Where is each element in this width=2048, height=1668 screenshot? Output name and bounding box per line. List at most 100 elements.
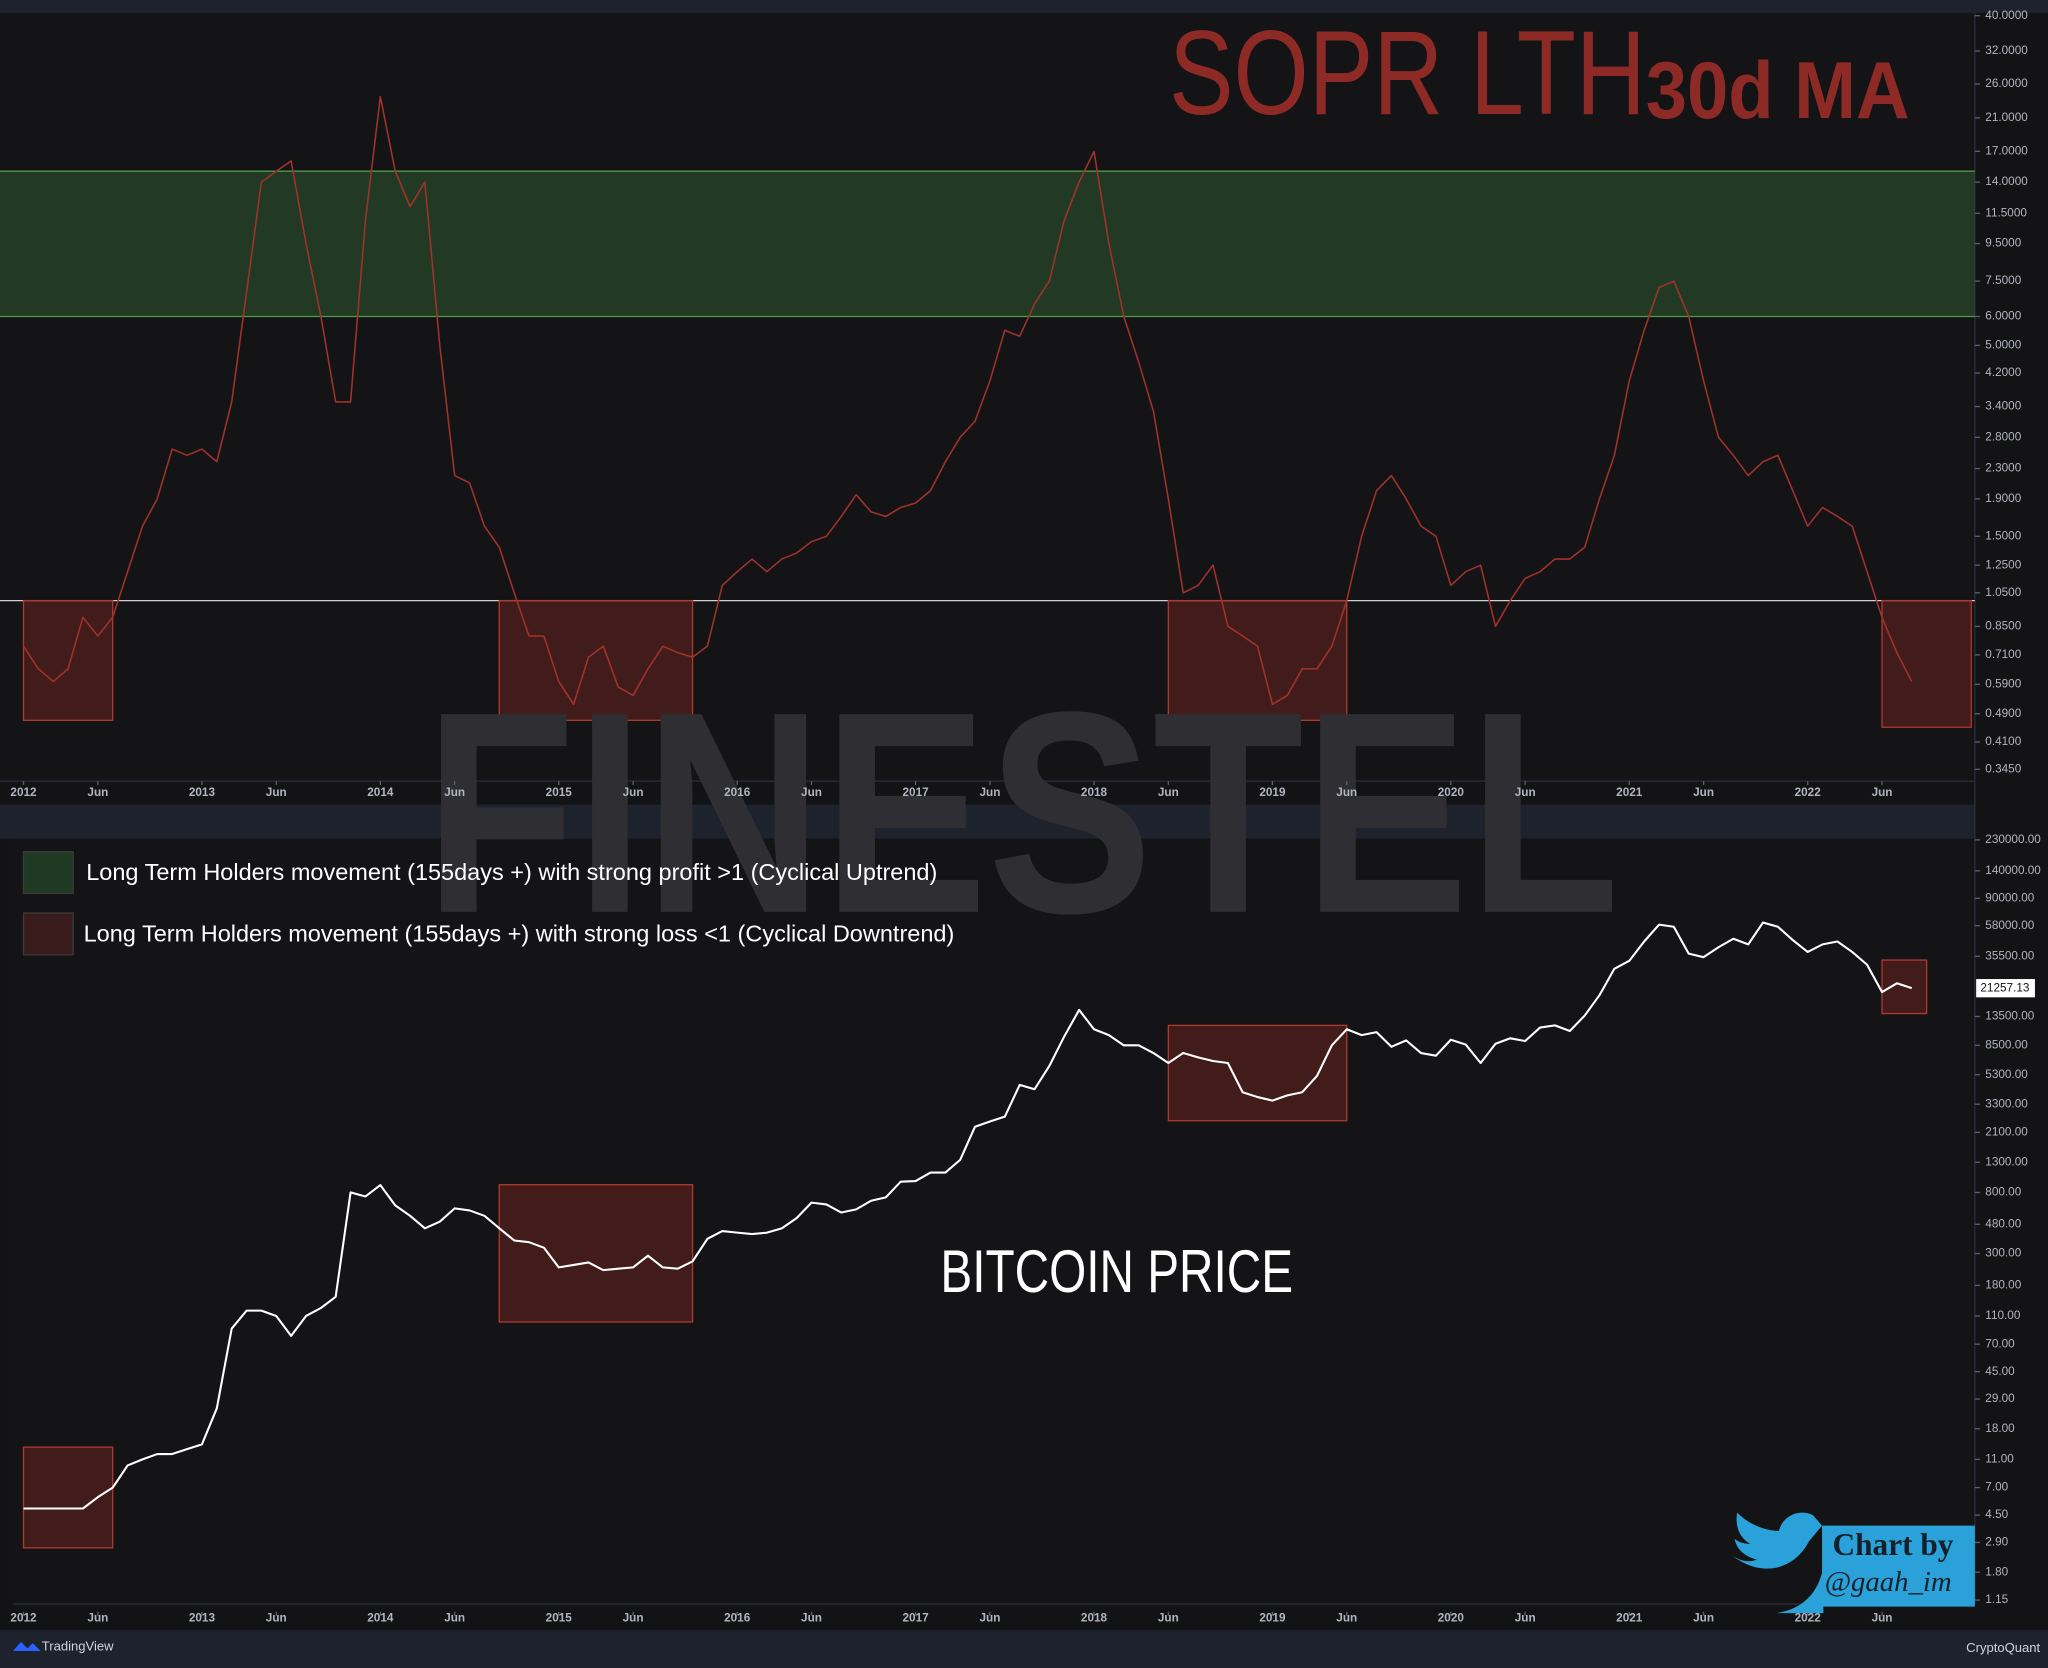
y-tick-label: 21.0000 — [1985, 111, 2028, 124]
loss-zone — [22, 599, 114, 721]
credit-badge: Chart by @gaah_im — [1730, 1512, 1975, 1614]
x-tick-label: 2022 — [1795, 786, 1822, 799]
y-tick-label: 0.5900 — [1985, 677, 2021, 690]
loss-zone — [498, 1184, 694, 1323]
y-tick-label: 2.8000 — [1985, 430, 2021, 443]
price-axis-bg — [1974, 13, 2048, 1631]
y-tick-label: 3.4000 — [1985, 400, 2021, 413]
x-tick-label: Jun — [1515, 1611, 1536, 1624]
x-tick-label: Jun — [1693, 786, 1714, 799]
y-tick-label: 90000.00 — [1985, 891, 2034, 904]
y-tick-label: 32.0000 — [1985, 44, 2028, 57]
y-tick-label: 0.3450 — [1985, 762, 2021, 775]
x-tick-label: 2015 — [546, 786, 573, 799]
y-tick-label: 1.5000 — [1985, 529, 2021, 542]
x-tick-label: 2014 — [367, 786, 394, 799]
x-tick-label: 2013 — [189, 1611, 216, 1624]
loss-zone — [1167, 1024, 1348, 1122]
y-tick-label: 480.00 — [1985, 1217, 2021, 1230]
y-tick-label: 5300.00 — [1985, 1068, 2028, 1081]
x-tick-label: Jun — [266, 786, 287, 799]
x-tick-label: Jun — [1158, 786, 1179, 799]
x-tick-label: Jun — [444, 786, 465, 799]
y-tick-label: 300.00 — [1985, 1247, 2021, 1260]
y-tick-label: 11.5000 — [1985, 206, 2027, 219]
top-plot-bg — [0, 13, 1975, 782]
y-tick-label: 1.2500 — [1985, 558, 2021, 571]
loss-zone — [1881, 599, 1972, 728]
bottom-plot-bg — [13, 838, 1975, 1604]
y-tick-label: 5.0000 — [1985, 339, 2021, 352]
x-tick-label: 2019 — [1259, 1611, 1286, 1624]
y-tick-label: 0.8500 — [1985, 619, 2021, 632]
footer-text: TradingView — [42, 1639, 114, 1654]
y-tick-label: 58000.00 — [1985, 919, 2034, 932]
x-tick-label: 2021 — [1616, 1611, 1643, 1624]
x-tick-label: 2017 — [903, 1611, 930, 1624]
y-tick-label: 4.2000 — [1985, 366, 2021, 379]
y-tick-label: 2.90 — [1985, 1536, 2008, 1549]
y-tick-label: 45.00 — [1985, 1365, 2015, 1378]
y-tick-label: 8500.00 — [1985, 1038, 2028, 1051]
x-tick-label: Jun — [1515, 786, 1536, 799]
x-tick-label: 2021 — [1616, 786, 1643, 799]
footer — [0, 1630, 2048, 1668]
y-tick-label: 1300.00 — [1985, 1155, 2028, 1168]
x-tick-label: 2014 — [367, 1611, 394, 1624]
loss-zone — [498, 599, 694, 721]
y-tick-label: 7.5000 — [1985, 274, 2021, 287]
x-tick-label: Jun — [801, 786, 822, 799]
y-tick-label: 0.7100 — [1985, 648, 2021, 661]
chart-title: BITCOIN PRICE — [940, 1238, 1293, 1305]
chart-title: SOPR LTH — [1169, 6, 1646, 140]
x-tick-label: 2020 — [1438, 1611, 1465, 1624]
x-tick-label: 2020 — [1438, 786, 1465, 799]
series-line — [22, 95, 1913, 706]
y-tick-label: 17.0000 — [1985, 144, 2028, 157]
y-tick-label: 0.4900 — [1985, 707, 2021, 720]
x-tick-label: Jun — [1336, 1611, 1357, 1624]
y-tick-label: 18.00 — [1985, 1422, 2015, 1435]
y-tick-label: 35500.00 — [1985, 949, 2034, 962]
tradingview-logo — [13, 1641, 41, 1652]
price-tag-label: 21257.13 — [1980, 981, 2029, 994]
x-tick-label: 2022 — [1795, 1611, 1822, 1624]
x-tick-label: Jun — [623, 1611, 644, 1624]
y-tick-label: 180.00 — [1985, 1278, 2021, 1291]
x-tick-label: 2016 — [724, 786, 751, 799]
x-tick-label: Jun — [266, 1611, 287, 1624]
x-tick-label: Jun — [979, 1611, 1000, 1624]
x-tick-label: Jun — [801, 1611, 822, 1624]
x-tick-label: Jun — [623, 786, 644, 799]
y-tick-label: 14.0000 — [1985, 175, 2028, 188]
y-tick-label: 70.00 — [1985, 1337, 2015, 1350]
legend-swatch — [22, 912, 74, 956]
x-tick-label: 2013 — [189, 786, 216, 799]
y-tick-label: 800.00 — [1985, 1186, 2021, 1199]
loss-zone — [1167, 599, 1348, 721]
x-tick-label: Jun — [87, 786, 108, 799]
legend-label: Long Term Holders movement (155days +) w… — [86, 859, 937, 885]
x-tick-label: 2016 — [724, 1611, 751, 1624]
profit-band — [0, 171, 1975, 317]
bird-icon — [1730, 1512, 1824, 1614]
y-tick-label: 26.0000 — [1985, 77, 2028, 90]
x-tick-label: 2012 — [10, 1611, 37, 1624]
x-tick-label: Jun — [87, 1611, 108, 1624]
x-tick-label: Jun — [1158, 1611, 1179, 1624]
x-tick-label: Jun — [1693, 1611, 1714, 1624]
panel-divider — [0, 804, 2048, 839]
chart-subtitle: 30d MA — [1646, 46, 1910, 136]
footer-text: CryptoQuant — [1966, 1640, 2040, 1655]
y-tick-label: 1.9000 — [1985, 492, 2021, 505]
y-tick-label: 9.5000 — [1985, 237, 2021, 250]
loss-zone — [22, 1446, 114, 1549]
price-tag — [1976, 979, 2035, 998]
x-tick-label: Jun — [444, 1611, 465, 1624]
y-tick-label: 7.00 — [1985, 1481, 2008, 1494]
top-strip — [0, 0, 2048, 14]
x-tick-label: 2018 — [1081, 786, 1108, 799]
y-tick-label: 1.80 — [1985, 1565, 2008, 1578]
